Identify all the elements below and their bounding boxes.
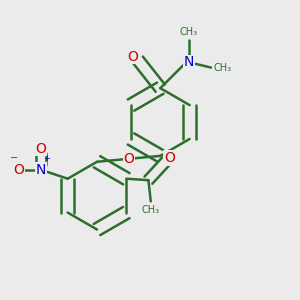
Text: O: O — [123, 152, 134, 166]
Text: O: O — [36, 142, 46, 156]
Text: CH₃: CH₃ — [180, 27, 198, 37]
Text: CH₃: CH₃ — [214, 63, 232, 73]
Text: +: + — [43, 154, 50, 164]
Text: O: O — [164, 151, 175, 165]
Text: N: N — [36, 163, 46, 177]
Text: −: − — [10, 153, 18, 164]
Text: O: O — [14, 163, 25, 177]
Text: O: O — [128, 50, 138, 64]
Text: CH₃: CH₃ — [142, 205, 160, 215]
Text: N: N — [184, 55, 194, 69]
